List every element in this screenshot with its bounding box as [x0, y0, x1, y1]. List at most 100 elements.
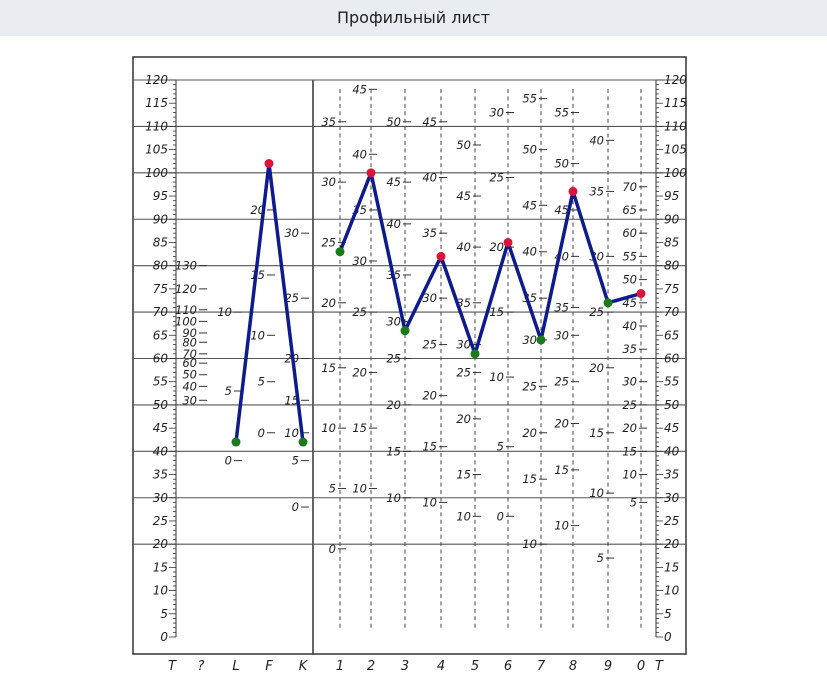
scale-label: 10: [489, 370, 504, 384]
scale-label: 25: [284, 291, 299, 305]
scale-label: 15: [554, 463, 569, 477]
scale-label: 25: [422, 338, 437, 352]
right-tick-label: 70: [664, 305, 680, 319]
scale-label: 25: [321, 235, 336, 249]
left-tick-label: 35: [153, 468, 168, 482]
right-tick-label: 65: [664, 328, 679, 342]
scale-label: 55: [554, 105, 569, 119]
scale-label: 65: [622, 203, 637, 217]
x-tick-label: 2: [367, 659, 375, 674]
left-tick-label: 5: [160, 607, 168, 621]
scale-label: 50: [456, 138, 471, 152]
scale-label: 20: [352, 365, 367, 379]
scale-label: 5: [597, 551, 604, 565]
scale-label: 55: [522, 92, 537, 106]
scale-label: 50: [522, 143, 537, 157]
scale-label: 10: [321, 421, 336, 435]
scale-label: 15: [386, 444, 401, 458]
scale-label: 40: [422, 170, 437, 184]
scale-label: 35: [554, 300, 569, 314]
scale-label: 25: [456, 365, 471, 379]
right-tick-label: 75: [664, 282, 679, 296]
left-tick-label: 105: [145, 143, 168, 157]
scale-label: 120: [175, 282, 197, 296]
right-tick-label: 110: [664, 119, 687, 133]
right-tick-label: 45: [664, 421, 679, 435]
data-point: [231, 437, 241, 447]
scale-label: 50: [622, 273, 637, 287]
data-point: [264, 159, 274, 169]
x-tick-label: 1: [336, 659, 344, 674]
right-tick-label: 5: [664, 607, 672, 621]
left-tick-label: 30: [153, 491, 169, 505]
scale-label: 25: [554, 375, 569, 389]
scale-label: 0: [497, 509, 504, 523]
scale-label: 35: [422, 226, 437, 240]
scale-label: 5: [329, 481, 336, 495]
x-tick-label: K: [299, 659, 309, 674]
data-point: [366, 168, 376, 178]
left-tick-label: 55: [153, 375, 168, 389]
scale-label: 30: [489, 105, 504, 119]
data-point: [536, 335, 546, 345]
right-tick-label: 0: [664, 630, 672, 644]
scale-label: 70: [182, 347, 197, 361]
x-axis-labels: T? L F K 1 2 3 4 5 6 7 8 9 0 T: [168, 659, 664, 674]
left-tick-label: 20: [153, 537, 169, 551]
scale-label: 40: [386, 217, 401, 231]
right-tick-label: 120: [664, 73, 687, 87]
scale-label: 20: [522, 426, 537, 440]
scale-label: 30: [321, 175, 336, 189]
scale-label: 15: [321, 361, 336, 375]
left-tick-label: 25: [153, 514, 168, 528]
x-tick-label: L: [232, 659, 239, 674]
scale-label: 45: [456, 189, 471, 203]
right-tick-label: 25: [664, 514, 679, 528]
scale-label: 30: [554, 328, 569, 342]
data-point: [335, 247, 345, 257]
left-tick-label: 95: [153, 189, 168, 203]
left-tick-label: 40: [153, 444, 169, 458]
x-tick-label: 0: [637, 659, 645, 674]
raw-score-scales: 7065605550454035302520151053530252015105…: [175, 82, 647, 628]
scale-label: 20: [456, 412, 471, 426]
scale-label: 10: [217, 305, 232, 319]
left-tick-label: 90: [153, 212, 169, 226]
data-point: [568, 186, 578, 196]
scale-label: 0: [292, 500, 299, 514]
scale-label: 10: [284, 426, 299, 440]
left-tick-label: 80: [153, 259, 169, 273]
x-tick-label: 6: [504, 659, 512, 674]
scale-label: 50: [554, 157, 569, 171]
scale-label: 40: [622, 319, 637, 333]
scale-label: 30: [386, 314, 401, 328]
scale-label: 20: [589, 361, 604, 375]
x-tick-label: 7: [537, 659, 546, 674]
left-tick-label: 15: [153, 560, 168, 574]
scale-label: 5: [497, 440, 504, 454]
right-tick-label: 55: [664, 375, 679, 389]
scale-label: 100: [175, 314, 197, 328]
scale-label: 15: [422, 440, 437, 454]
scale-label: 55: [622, 249, 637, 263]
right-tick-label: 85: [664, 235, 679, 249]
scale-label: 130: [175, 259, 197, 273]
left-tick-label: 75: [153, 282, 168, 296]
scale-label: 20: [321, 296, 336, 310]
scale-label: 35: [589, 184, 604, 198]
scale-label: 15: [456, 468, 471, 482]
scale-label: 20: [554, 416, 569, 430]
scale-label: 45: [422, 115, 437, 129]
scale-label: 40: [589, 133, 604, 147]
left-tick-label: 100: [145, 166, 168, 180]
x-tick-label: T: [168, 659, 177, 674]
page-title: Профильный лист: [336, 8, 491, 27]
left-tick-label: 85: [153, 235, 168, 249]
scale-label: 20: [489, 240, 504, 254]
scale-label: 10: [622, 468, 637, 482]
right-tick-label: 35: [664, 468, 679, 482]
scale-label: 30: [522, 333, 537, 347]
scale-label: 50: [182, 368, 197, 382]
x-tick-label: T: [655, 659, 664, 674]
scale-label: 25: [622, 398, 637, 412]
